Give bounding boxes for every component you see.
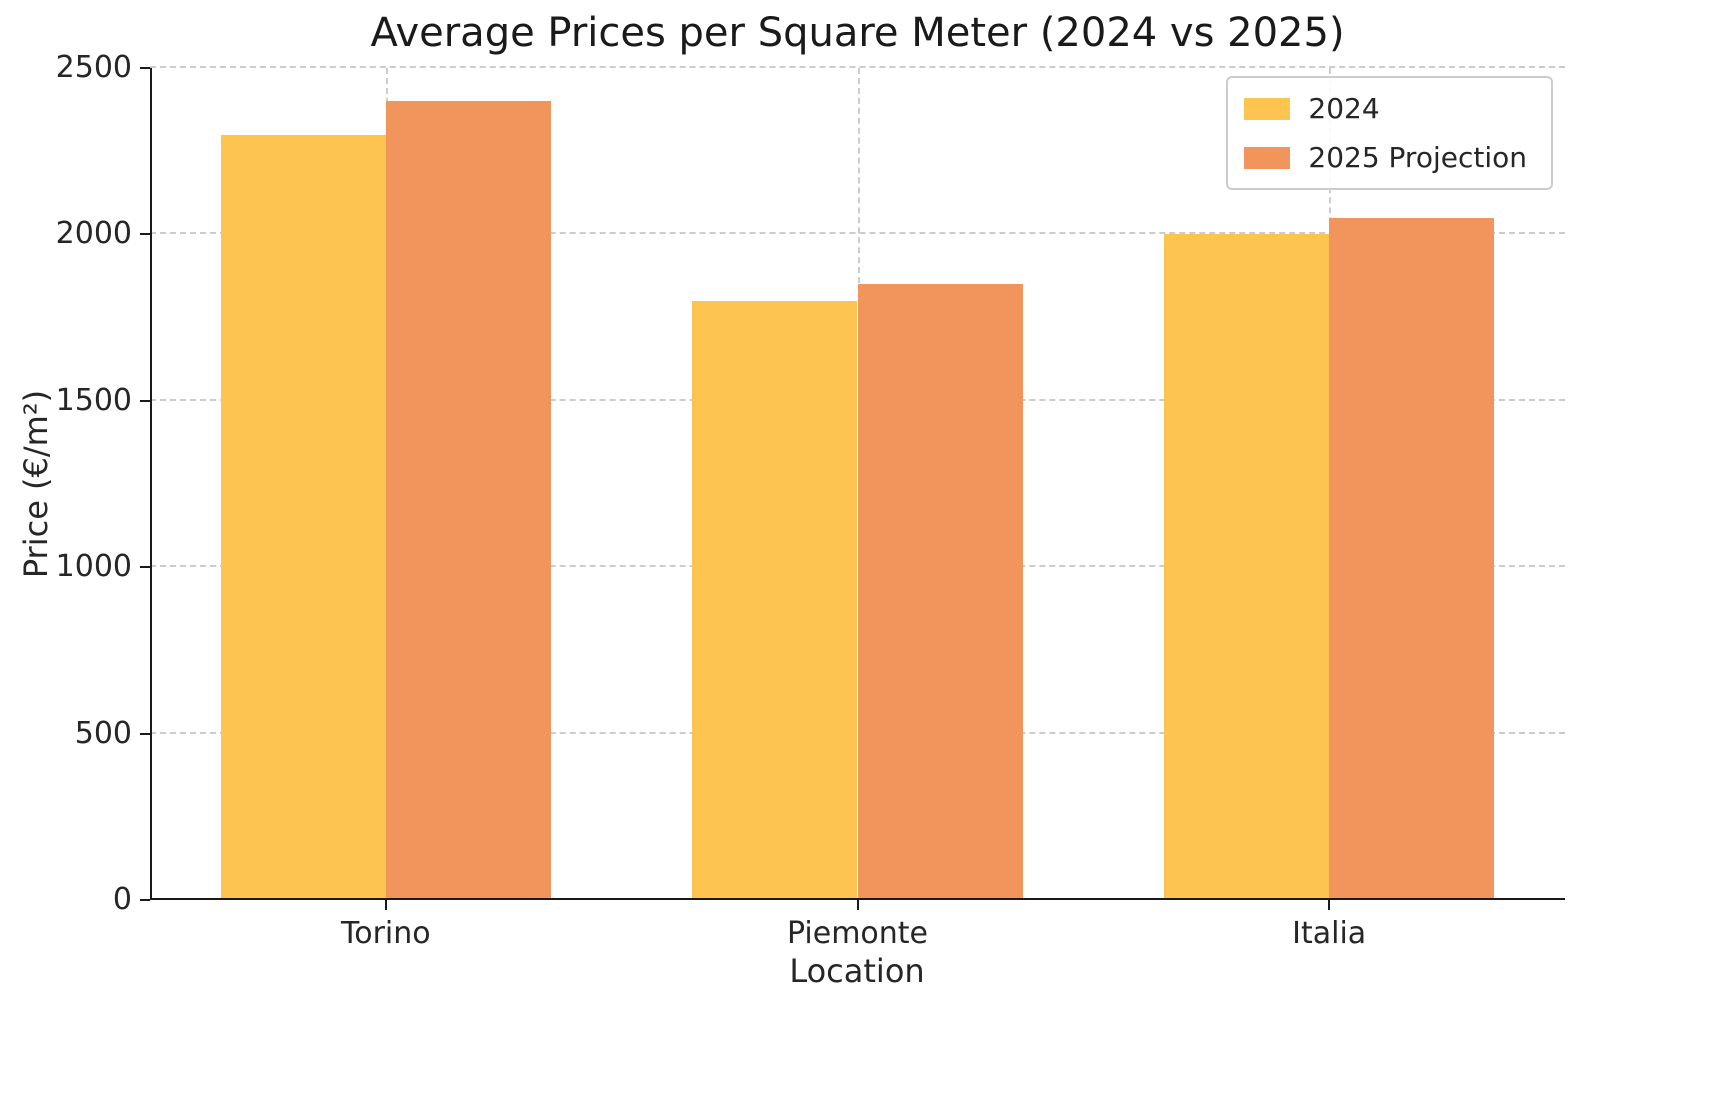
y-tick-label: 2000 (55, 216, 132, 252)
bar-2024-piemonte (692, 300, 858, 900)
x-axis-spine (150, 898, 1565, 900)
legend-item-2024: 2024 (1244, 92, 1527, 125)
x-tick-label-italia: Italia (1292, 916, 1367, 951)
bar-2025-projection-torino (385, 101, 551, 900)
bar-2024-torino (220, 134, 386, 900)
y-tick-label: 0 (112, 882, 132, 917)
y-tick-label: 2500 (55, 50, 132, 85)
y-axis-spine (150, 68, 152, 900)
y-tick-mark (140, 899, 150, 901)
x-tick-label-torino: Torino (341, 916, 431, 951)
x-tick-mark (1328, 900, 1331, 910)
legend-item-2025-projection: 2025 Projection (1244, 141, 1527, 174)
y-tick-mark (140, 67, 150, 69)
y-tick-label: 1000 (55, 549, 132, 585)
y-tick-label: 1500 (55, 382, 132, 418)
legend-swatch-2025-projection (1244, 146, 1291, 169)
plot-area: 2024 2025 Projection 0 500 1000 1500 2000 250… (56, 53, 1565, 951)
bar-2024-italia (1164, 234, 1330, 900)
y-tick-mark (140, 399, 150, 402)
gridline-horizontal (150, 66, 1565, 68)
legend-swatch-2024 (1244, 97, 1291, 120)
x-tick-mark (856, 900, 859, 910)
y-axis-label: Price (€/m²) (17, 389, 55, 579)
legend: 2024 2025 Projection (1226, 76, 1553, 190)
y-tick-mark (140, 566, 150, 569)
x-tick-mark (384, 900, 387, 910)
y-tick-mark (140, 233, 150, 236)
x-tick-label-piemonte: Piemonte (786, 916, 929, 951)
y-tick-label: 500 (74, 715, 132, 751)
legend-label-2025-projection: 2025 Projection (1308, 141, 1527, 174)
bar-2025-projection-italia (1329, 217, 1495, 900)
bar-2025-projection-piemonte (857, 284, 1023, 900)
y-tick-mark (140, 732, 150, 735)
legend-label-2024: 2024 (1308, 92, 1380, 125)
x-axis-label: Location (789, 952, 925, 990)
chart-title: Average Prices per Square Meter (2024 vs… (370, 10, 1345, 56)
